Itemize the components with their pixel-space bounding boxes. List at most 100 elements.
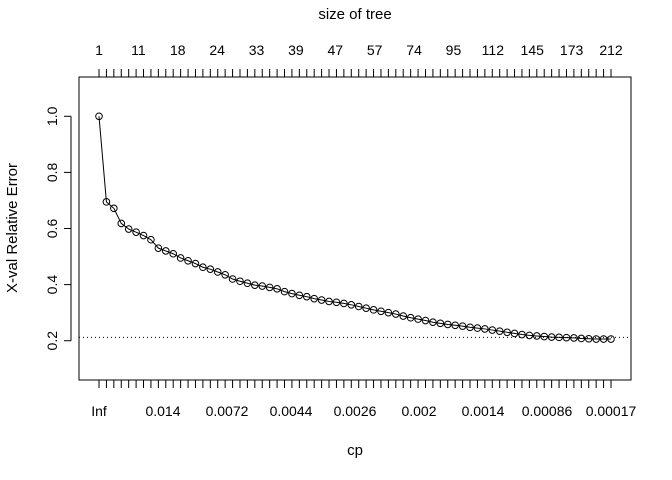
top-axis: 1 11 18 24 33 39 47 57 74 95 112 145 173 212: [95, 42, 623, 77]
y-tick-label: 0.8: [44, 162, 60, 182]
data-point: [392, 310, 400, 318]
bottom-tick-label: 0.0026: [334, 403, 377, 419]
data-point: [288, 289, 296, 298]
top-tick-label: 24: [209, 42, 225, 58]
y-tick-label: 1.0: [44, 106, 60, 126]
top-tick-label: 145: [521, 42, 545, 58]
data-point: [265, 283, 274, 292]
bottom-tick-label: 0.00086: [522, 403, 573, 419]
data-point: [495, 327, 504, 335]
data-point: [147, 235, 155, 244]
data-point: [399, 312, 408, 320]
data-point: [199, 263, 207, 272]
data-point: [347, 301, 356, 309]
data-point: [258, 282, 267, 290]
y-tick-label: 0.2: [44, 331, 60, 351]
top-tick-label: 112: [482, 42, 505, 58]
data-point: [302, 292, 311, 301]
plot-frame: [78, 76, 632, 381]
data-point: [340, 299, 348, 308]
data-point: [161, 247, 170, 255]
data-point: [510, 329, 519, 338]
data-point: [599, 335, 608, 343]
data-point: [443, 320, 452, 329]
data-point: [310, 294, 318, 303]
data-point: [532, 332, 541, 340]
data-point: [577, 334, 586, 343]
data-point: [525, 331, 534, 340]
data-point: [540, 332, 549, 341]
x-axis-title: cp: [347, 442, 363, 459]
data-point: [362, 304, 370, 312]
data-point: [176, 254, 185, 262]
data-point: [295, 291, 304, 300]
bottom-tick-label: 0.00017: [586, 403, 637, 419]
bottom-tick-label: 0.0072: [206, 403, 249, 419]
data-point: [332, 298, 341, 307]
y-tick-label: 0.4: [44, 275, 60, 295]
data-point: [132, 228, 140, 236]
data-point: [243, 279, 252, 288]
data-point: [325, 297, 333, 306]
series-layer: [95, 112, 615, 343]
data-point: [570, 334, 578, 342]
data-point: [154, 244, 163, 252]
data-point: [518, 330, 526, 339]
bottom-tick-label: 0.002: [401, 403, 436, 419]
top-tick-label: 47: [328, 42, 344, 58]
data-point: [555, 333, 563, 342]
data-point: [503, 328, 511, 337]
bottom-tick-label: 0.0044: [270, 403, 313, 419]
data-point: [221, 270, 229, 279]
y-tick-label: 0.6: [44, 219, 60, 239]
top-tick-label: 33: [249, 42, 265, 58]
data-point: [562, 333, 571, 342]
data-point: [95, 112, 103, 121]
data-point: [169, 249, 178, 258]
data-point: [481, 325, 489, 333]
data-point: [414, 315, 422, 323]
data-point: [384, 308, 393, 317]
top-tick-label: 95: [446, 42, 462, 58]
data-point: [584, 334, 593, 343]
data-point: [228, 275, 237, 283]
bottom-tick-label: 0.014: [145, 403, 180, 419]
y-axis: 0.2 0.4 0.6 0.8 1.0: [44, 106, 72, 351]
top-tick-label: 1: [95, 42, 103, 58]
data-point: [251, 281, 259, 289]
data-point: [191, 259, 200, 268]
bottom-tick-label: Inf: [91, 403, 107, 419]
top-tick-label: 18: [170, 42, 186, 58]
data-point: [421, 316, 430, 325]
bottom-tick-label: 0.0014: [462, 403, 505, 419]
data-point: [110, 204, 118, 213]
data-point: [466, 323, 474, 332]
data-point: [236, 277, 244, 286]
top-tick-label: 11: [131, 42, 146, 58]
data-point: [206, 265, 215, 273]
data-point: [273, 285, 281, 293]
bottom-axis: Inf 0.014 0.0072 0.0044 0.0026 0.002 0.0014 0.0…: [91, 380, 637, 419]
data-point: [488, 326, 497, 334]
data-point: [607, 335, 615, 343]
y-axis-title: X-val Relative Error: [4, 163, 21, 293]
top-tick-label: 212: [599, 42, 623, 58]
data-point: [139, 231, 148, 240]
top-tick-label: 57: [367, 42, 383, 58]
data-point: [213, 268, 222, 276]
data-point: [317, 296, 326, 304]
data-point: [124, 225, 133, 233]
data-point: [547, 333, 556, 341]
data-point: [280, 287, 289, 296]
data-point: [184, 256, 192, 265]
data-point: [354, 302, 363, 311]
data-point: [117, 219, 126, 228]
top-tick-label: 39: [288, 42, 304, 58]
data-point: [592, 335, 600, 343]
data-point: [369, 306, 378, 314]
data-point: [458, 322, 467, 330]
data-point: [377, 307, 385, 316]
top-axis-title: size of tree: [318, 6, 391, 23]
data-point: [406, 313, 415, 322]
